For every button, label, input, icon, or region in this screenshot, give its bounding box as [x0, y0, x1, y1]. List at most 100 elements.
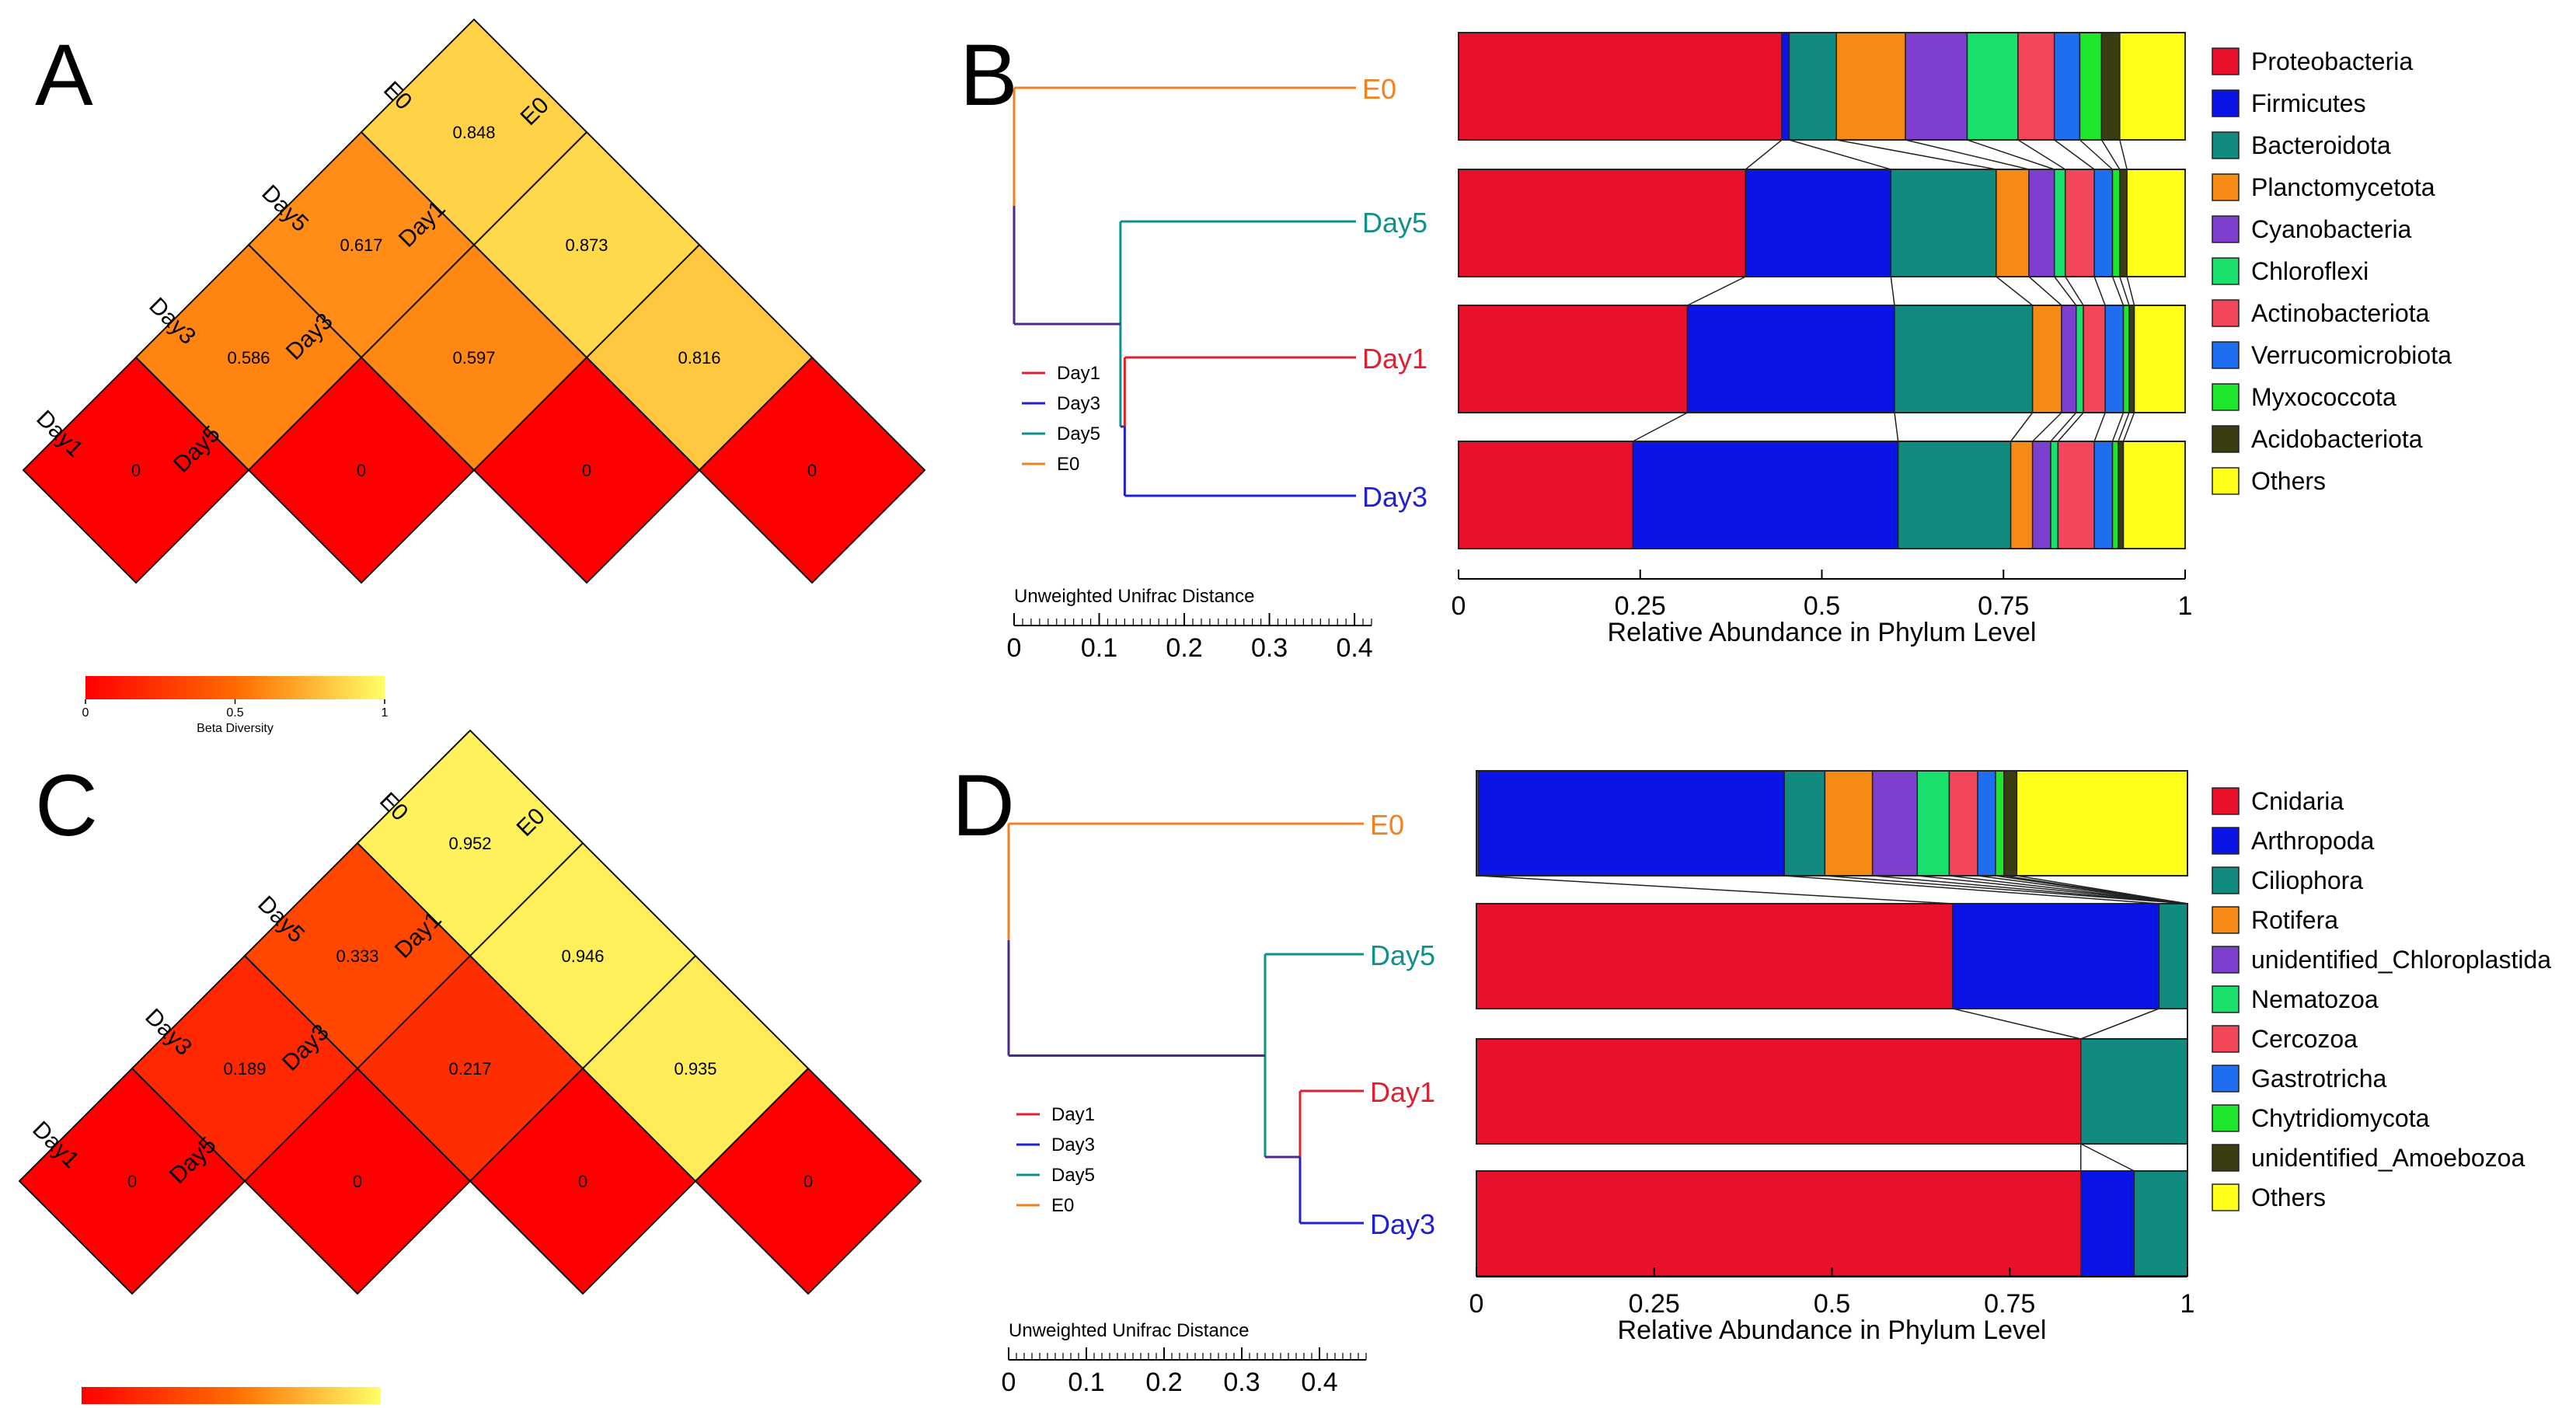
bar-connector: [1894, 412, 1899, 442]
bar-segment: [1783, 770, 1826, 877]
dendro-tick-label: 0.4: [1301, 1368, 1337, 1397]
heatmap-value: 0.597: [452, 348, 495, 368]
bar-connector: [2111, 276, 2125, 306]
bar-outline: [1476, 903, 2188, 1009]
bar-segment: [2053, 32, 2081, 141]
bar-segment: [1788, 32, 1837, 141]
legend-swatch: [2212, 467, 2240, 495]
bar-tick-label: 0.5: [1804, 591, 1840, 621]
bar-connector: [2080, 1008, 2159, 1040]
bar-connector: [1996, 276, 2034, 306]
legend-label: Chytridiomycota: [2251, 1104, 2430, 1132]
bar-connector: [1789, 139, 1891, 170]
legend-label: Actinobacteriota: [2251, 299, 2430, 327]
bar-segment: [2064, 169, 2095, 277]
panel-label-c: C: [35, 757, 98, 854]
legend-swatch: [2212, 47, 2240, 75]
dendro-legend-label: Day5: [1057, 423, 1100, 444]
legend-label: Chloroflexi: [2251, 257, 2369, 285]
bar-connector: [2126, 276, 2135, 306]
legend-label: Rotifera: [2251, 906, 2338, 934]
panel-label-d: D: [952, 757, 1015, 854]
bar-segment: [2133, 1170, 2188, 1277]
bar-segment: [1952, 903, 2160, 1009]
heatmap-value: 0: [127, 1172, 137, 1191]
bar-segment: [2080, 1038, 2188, 1145]
bar-segment: [1476, 1170, 2082, 1277]
dendro-tick-label: 0: [1007, 633, 1022, 663]
legend-swatch: [2212, 383, 2240, 411]
dendro-leaf-label: Day5: [1370, 939, 1435, 971]
bar-segment: [2128, 305, 2135, 413]
bar-connector: [2118, 412, 2130, 442]
bar-connector: [2057, 412, 2084, 442]
bar-connector: [2028, 276, 2062, 306]
bar-segment: [1871, 770, 1919, 877]
heatmap-value: 0: [357, 461, 366, 480]
heatmap-value: 0: [578, 1172, 587, 1191]
bar-connector: [2111, 412, 2125, 442]
bar-segment: [1476, 903, 1954, 1009]
bar-outline: [1458, 441, 2186, 549]
dendro-leaf-label: E0: [1362, 73, 1396, 105]
heatmap-value: 0: [353, 1172, 362, 1191]
dendro-axis-label: Unweighted Unifrac Distance: [1009, 1320, 1249, 1341]
panel-label-a: A: [35, 26, 93, 124]
bar-connector: [1917, 875, 2188, 904]
bar-segment: [2080, 1170, 2135, 1277]
dendro-legend-label: Day3: [1051, 1134, 1095, 1155]
bar-segment: [1824, 770, 1874, 877]
bar-connector: [1872, 875, 2188, 904]
bar-connector: [2080, 1143, 2135, 1172]
bar-segment: [1890, 169, 1997, 277]
bar-connector: [2093, 276, 2106, 306]
bar-segment: [1745, 169, 1892, 277]
bar-segment: [2076, 305, 2084, 413]
bar-segment: [2111, 441, 2119, 549]
bar-tick-label: 0.5: [1814, 1289, 1850, 1319]
bar-segment: [1996, 169, 2030, 277]
colorbar-label: Beta Diversity: [197, 722, 274, 735]
bar-segment: [2119, 169, 2128, 277]
legend-label: unidentified_Chloroplastida: [2251, 946, 2551, 974]
heatmap-value: 0.189: [223, 1059, 266, 1079]
heatmap-value: 0.946: [561, 946, 604, 966]
dendro-legend-label: Day1: [1051, 1104, 1095, 1125]
legend-swatch: [2212, 866, 2240, 894]
legend-label: Nematozoa: [2251, 985, 2379, 1013]
bar-connector: [2017, 875, 2188, 904]
bar-tick-label: 1: [2180, 1289, 2195, 1319]
bar-segment: [2126, 169, 2186, 277]
bar-axis-title: Relative Abundance in Phylum Level: [1608, 618, 2037, 647]
legend-label: Cyanobacteria: [2251, 215, 2412, 243]
bar-segment: [2017, 32, 2055, 141]
bar-tick-label: 0: [1452, 591, 1466, 621]
colorbar: [85, 676, 385, 699]
bar-tick-label: 0.75: [1978, 591, 2029, 621]
panel-d: E0 Day5 Day1 Day3 Day1 Day3 Day5 E0 Unweighted U…: [1002, 770, 2551, 1397]
bar-segment: [2119, 32, 2186, 141]
dendro-tick-label: 0.4: [1336, 633, 1372, 663]
panel-label-b: B: [960, 26, 1018, 124]
bar-segment: [1966, 32, 2019, 141]
bar-segment: [1977, 770, 1996, 877]
legend-label: Acidobacteriota: [2251, 425, 2423, 453]
dendro-axis-label: Unweighted Unifrac Distance: [1014, 586, 1254, 607]
bar-connector: [1967, 139, 2055, 170]
heatmap-value: 0.586: [227, 348, 270, 368]
bar-connector: [1949, 875, 2188, 904]
bar-segment: [2122, 441, 2186, 549]
bar-outline: [1458, 169, 2186, 277]
legend-label: Verrucomicrobiota: [2251, 341, 2452, 369]
bar-segment: [2061, 305, 2077, 413]
bar-tick-label: 1: [2178, 591, 2193, 621]
bar-segment: [2083, 305, 2106, 413]
legend-swatch: [2212, 89, 2240, 117]
bar-segment: [2057, 441, 2095, 549]
dendro-legend-label: E0: [1051, 1195, 1074, 1216]
bar-connector: [2032, 412, 2062, 442]
legend-swatch: [2212, 946, 2240, 974]
